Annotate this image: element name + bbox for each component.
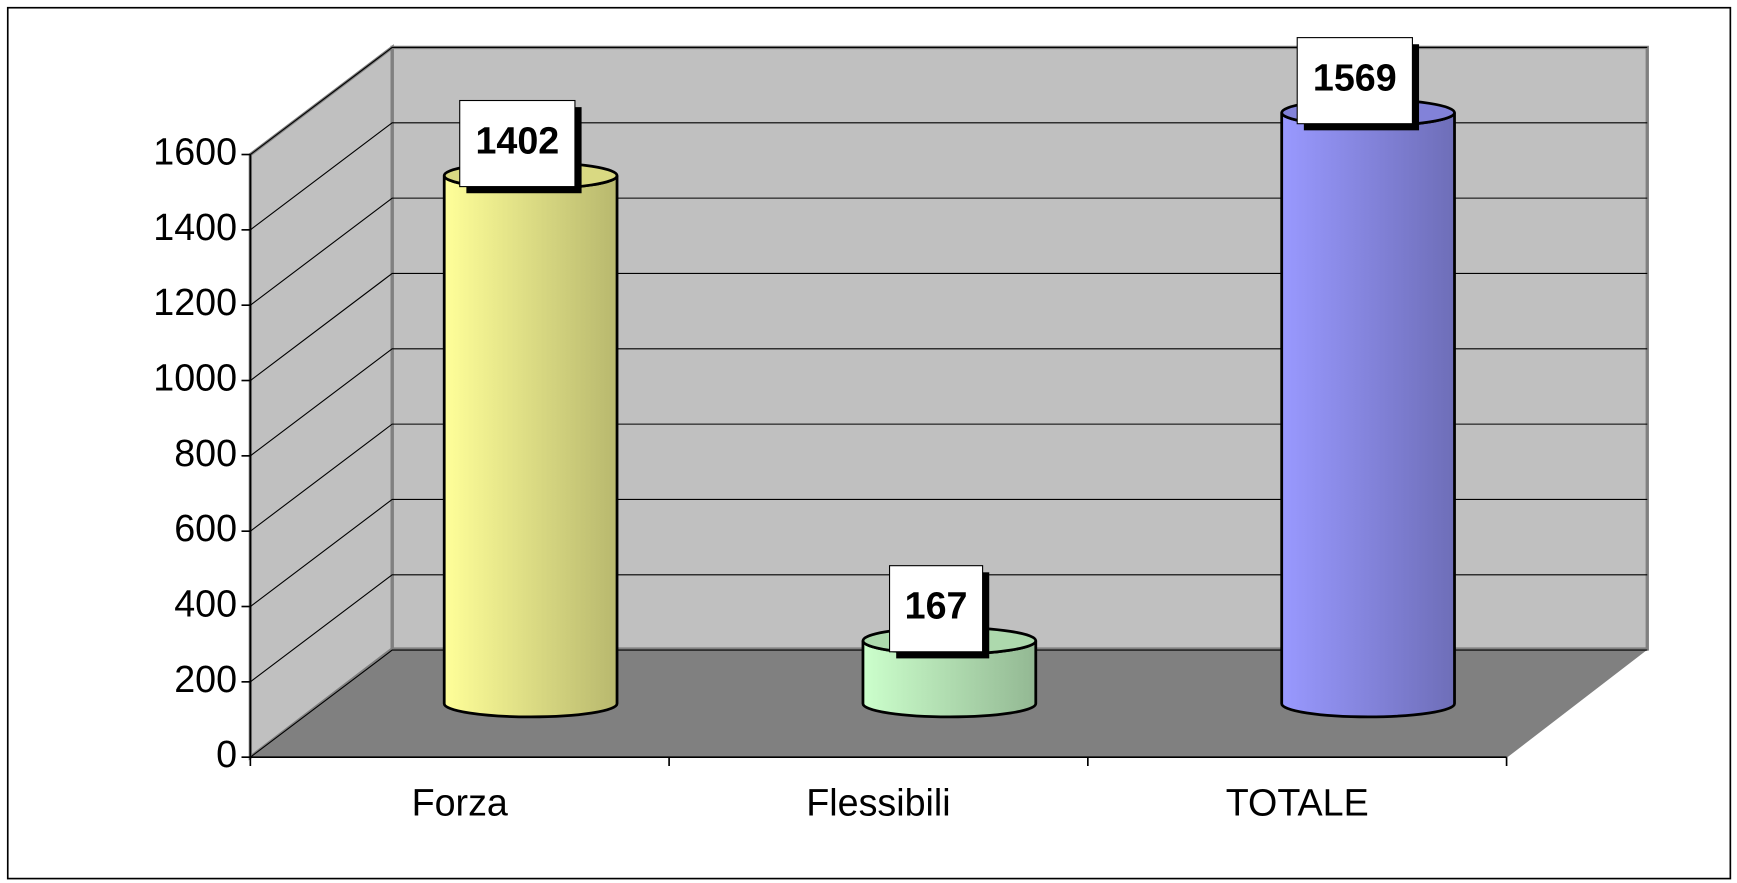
grid-line xyxy=(250,574,1648,683)
grid-line xyxy=(250,46,1648,155)
data-label-box xyxy=(1296,37,1413,125)
grid-line xyxy=(250,197,1648,306)
y-tick-label: 200 xyxy=(174,658,237,700)
bar xyxy=(442,175,619,719)
data-label-box xyxy=(888,565,984,653)
y-tick-label: 400 xyxy=(174,582,237,624)
grid-line xyxy=(250,272,1648,381)
grid-line xyxy=(250,348,1648,457)
x-tick-label: Flessibili xyxy=(806,782,950,824)
grid-line xyxy=(250,423,1648,532)
data-label: 167 xyxy=(905,585,968,627)
data-label: 1569 xyxy=(1313,57,1397,99)
x-tick-label: TOTALE xyxy=(1226,782,1369,824)
y-tick-label: 1600 xyxy=(153,131,237,173)
grid-line xyxy=(250,122,1648,231)
y-tick-label: 1200 xyxy=(153,281,237,323)
data-label-box xyxy=(459,99,576,188)
grid-line xyxy=(250,498,1648,607)
grid-line xyxy=(250,649,1648,758)
bar xyxy=(1280,112,1456,719)
y-tick-label: 1400 xyxy=(153,206,237,248)
data-label: 1402 xyxy=(475,120,559,162)
y-tick-label: 600 xyxy=(174,507,237,549)
y-tick-label: 800 xyxy=(174,432,237,474)
y-tick-label: 0 xyxy=(216,733,237,775)
y-tick-label: 1000 xyxy=(153,356,237,398)
x-tick-label: Forza xyxy=(412,782,508,824)
